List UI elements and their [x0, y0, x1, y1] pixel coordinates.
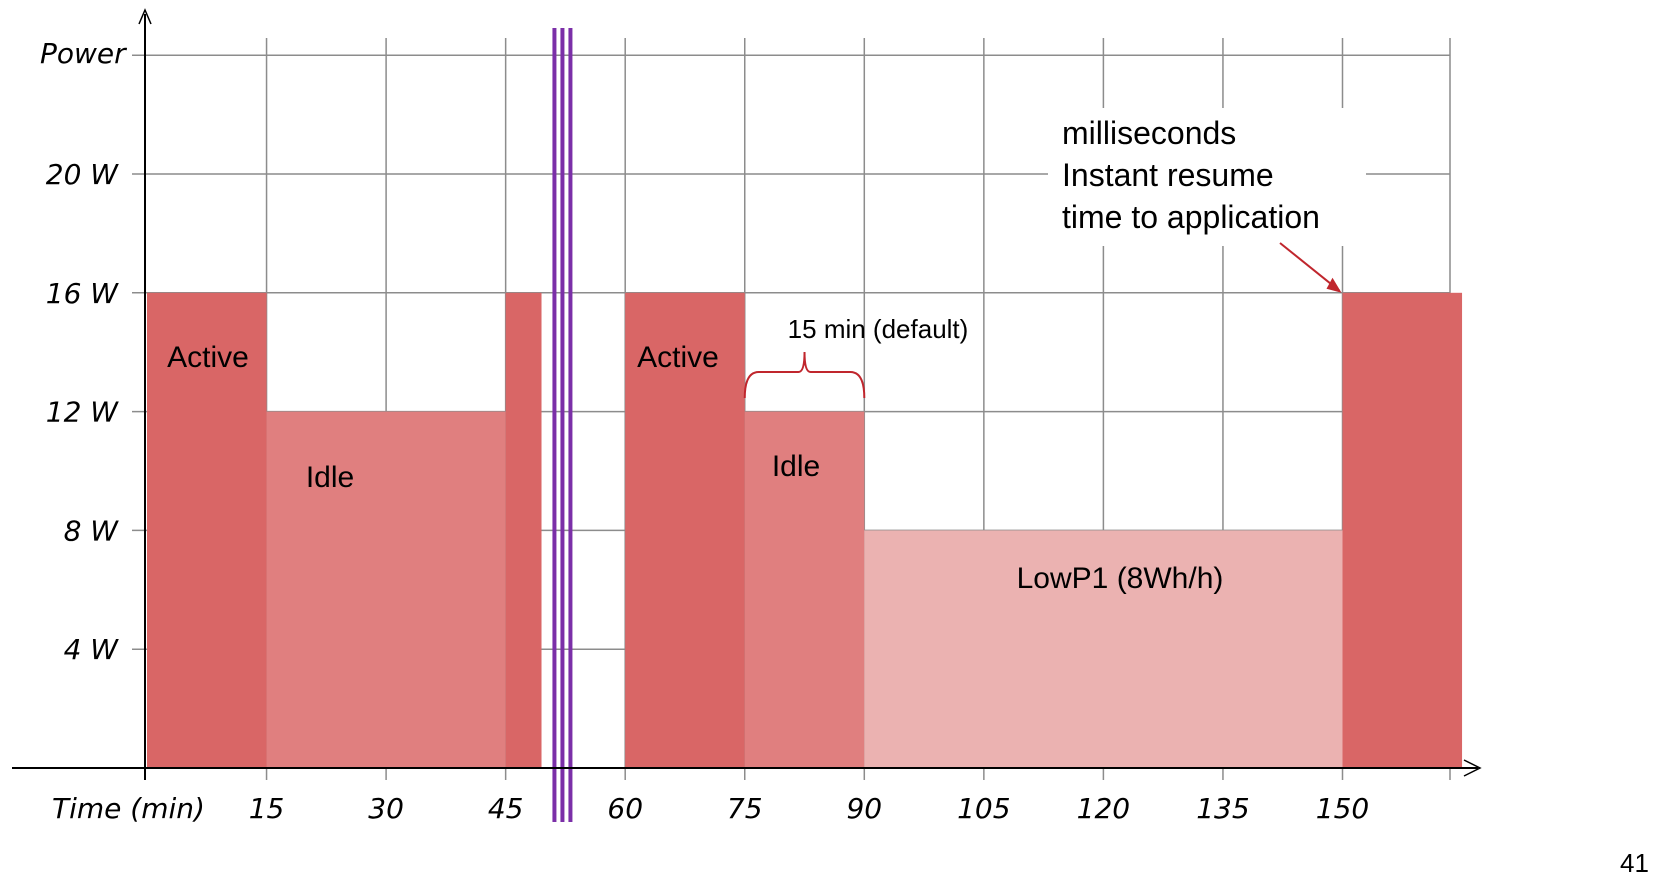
y-axis-arrowhead: [138, 8, 152, 25]
note-background: [1048, 108, 1366, 246]
segment-lowp: [864, 530, 1343, 768]
x-tick-label: 75: [727, 792, 763, 825]
x-tick-label: 120: [1077, 792, 1130, 825]
tick-labels: Power 4 W 8 W 12 W 16 W 20 W Time (min) 15 30 45 6…: [40, 37, 1369, 825]
power-segments: [147, 292, 1463, 768]
segment-label: Idle: [306, 461, 354, 494]
segment-active: [1342, 292, 1463, 768]
axis-break: [552, 28, 573, 822]
segment-idle: [266, 411, 506, 768]
y-axis-title: Power: [40, 37, 127, 70]
duration-brace: [743, 351, 866, 399]
x-axis-arrowhead: [1463, 759, 1482, 777]
x-tick-label: 30: [368, 792, 404, 825]
x-tick-label: 150: [1316, 792, 1369, 825]
resume-note-line: Instant resume: [1062, 157, 1274, 193]
segment-label: Idle: [772, 450, 820, 483]
segment-label: LowP1 (8Wh/h): [1017, 562, 1224, 595]
resume-note-line: time to application: [1062, 199, 1320, 235]
x-tick-label: 45: [488, 792, 524, 825]
y-tick-label: 16 W: [46, 277, 120, 310]
resume-arrowhead: [1326, 277, 1342, 293]
resume-note-line: milliseconds: [1062, 115, 1236, 151]
y-tick-label: 4 W: [64, 633, 120, 666]
x-tick-label: 90: [846, 792, 882, 825]
annotations: 15 min (default) milliseconds Instant resu…: [743, 108, 1366, 399]
axes: [12, 8, 1482, 780]
segment-active: [625, 292, 745, 768]
y-tick-label: 8 W: [64, 514, 120, 547]
segment-active: [147, 292, 267, 768]
x-axis-title: Time (min): [52, 792, 205, 825]
x-tick-label: 15: [249, 792, 285, 825]
page-number: 41: [1620, 848, 1649, 878]
segment-labels: Active Idle Active Idle LowP1 (8Wh/h): [167, 341, 1223, 595]
brace-label: 15 min (default): [788, 314, 969, 344]
y-tick-label: 20 W: [46, 158, 120, 191]
x-tick-label: 60: [607, 792, 643, 825]
x-tick-label: 105: [957, 792, 1010, 825]
segment-label: Active: [167, 341, 249, 374]
x-tick-label: 135: [1196, 792, 1249, 825]
resume-arrow: [1279, 242, 1341, 292]
segment-label: Active: [637, 341, 719, 374]
y-tick-label: 12 W: [46, 396, 120, 429]
segment-active: [505, 292, 542, 768]
segment-idle: [744, 411, 865, 768]
